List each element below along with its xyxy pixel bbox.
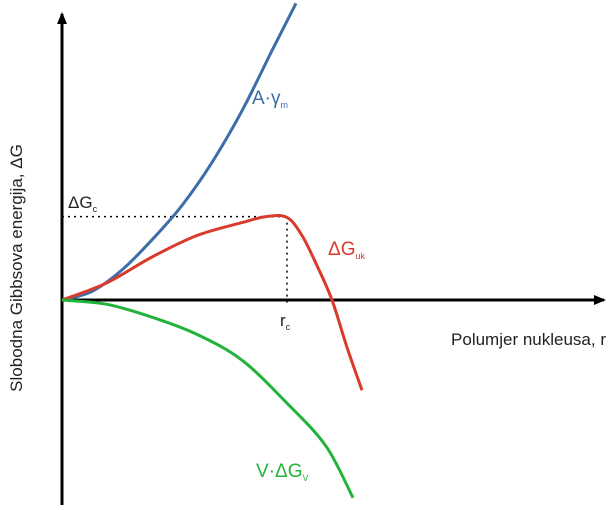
surface-energy-name: A·γ: [252, 88, 281, 109]
critical-energy-symbol: ΔG: [68, 193, 93, 212]
critical-radius-sub: c: [286, 322, 291, 332]
critical-radius-label: rc: [280, 311, 291, 332]
volume-energy-name: V·ΔG: [256, 461, 302, 482]
total-energy-sub: uk: [355, 251, 365, 261]
total-energy-name: ΔG: [328, 239, 355, 260]
volume-energy-curve: [61, 298, 355, 499]
x-axis-label: Polumjer nukleusa, r: [451, 330, 606, 349]
volume-energy-sub: V: [302, 473, 308, 483]
volume-energy-label: V·ΔGV: [256, 461, 309, 483]
surface-energy-curve: [61, 2, 298, 302]
critical-energy-label: ΔGc: [68, 193, 98, 214]
critical-radius-symbol: r: [280, 311, 286, 330]
surface-energy-sub: m: [281, 100, 289, 110]
total-energy-label: ΔGuk: [328, 239, 365, 261]
critical-energy-sub: c: [93, 204, 98, 214]
surface-energy-label: A·γm: [252, 88, 288, 110]
total-energy-curve: [61, 214, 364, 391]
y-axis-label: Slobodna Gibbsova energija, ΔG: [7, 144, 26, 392]
